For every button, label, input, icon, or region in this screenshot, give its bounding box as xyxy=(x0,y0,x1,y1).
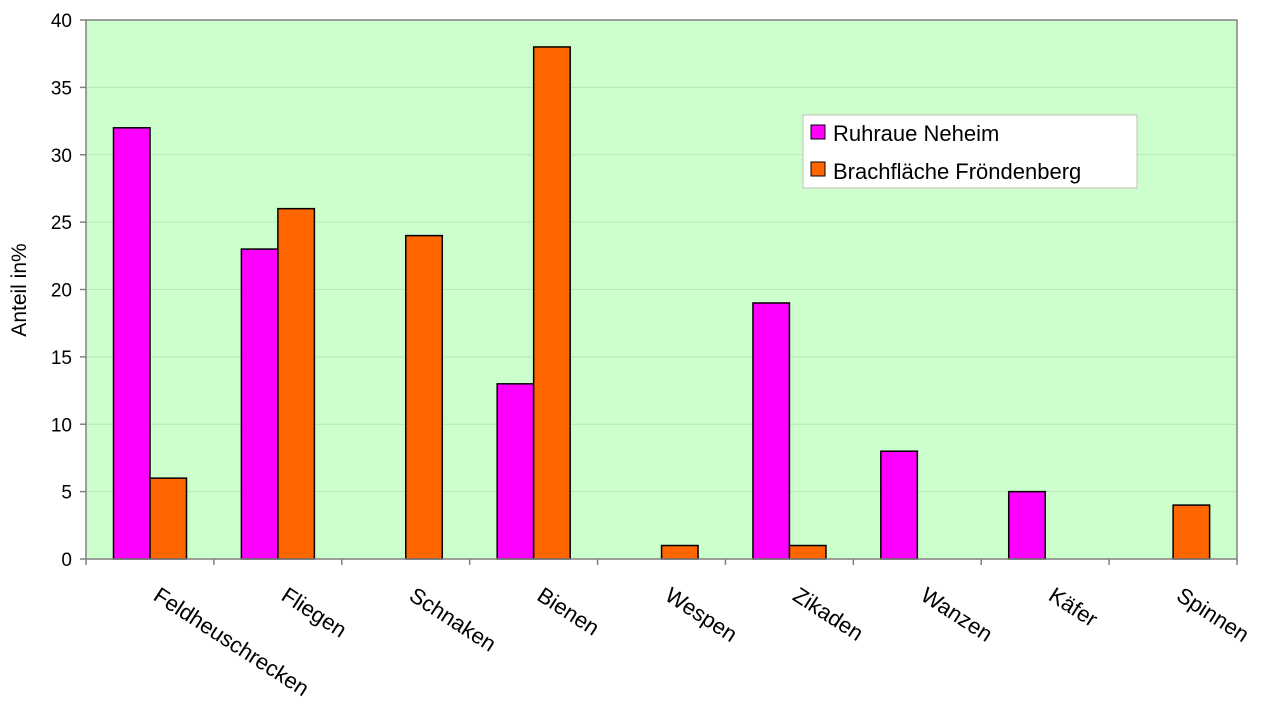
x-tick-label: Spinnen xyxy=(1172,582,1253,647)
plot-border xyxy=(85,19,1238,560)
y-axis-ticks: 0 5 10 15 20 25 30 35 40 xyxy=(51,11,86,571)
x-tick-label: Käfer xyxy=(1044,582,1102,632)
bar xyxy=(660,544,699,560)
bar xyxy=(788,544,827,560)
y-tick-label: 40 xyxy=(51,11,72,32)
bar xyxy=(532,46,571,560)
bars xyxy=(112,46,1211,560)
y-axis-label: Anteil in% xyxy=(8,243,31,336)
legend-label-brachflaeche-froendenberg: Brachfläche Fröndenberg xyxy=(833,159,1081,184)
y-tick-label: 15 xyxy=(51,348,72,369)
y-tick-label: 25 xyxy=(51,213,72,234)
bar xyxy=(277,207,316,560)
bar xyxy=(1007,490,1046,560)
legend-box xyxy=(802,114,1138,189)
bar xyxy=(405,234,444,560)
legend-swatch-ruhraue-neheim xyxy=(810,124,826,140)
bar xyxy=(1172,504,1211,560)
bar xyxy=(240,248,279,560)
x-tick-label: Wespen xyxy=(661,582,742,647)
legend-label-ruhraue-neheim: Ruhraue Neheim xyxy=(833,121,999,146)
x-tick-label: Bienen xyxy=(533,582,604,640)
y-tick-label: 5 xyxy=(61,483,72,504)
x-tick-label: Fliegen xyxy=(277,582,351,642)
bar xyxy=(880,450,919,560)
bar xyxy=(112,127,151,560)
y-tick-label: 0 xyxy=(61,550,72,571)
bar xyxy=(496,383,535,560)
y-tick-label: 10 xyxy=(51,415,72,436)
y-tick-label: 35 xyxy=(51,78,72,99)
legend-swatch-brachflaeche-froendenberg xyxy=(810,161,826,177)
y-tick-label: 20 xyxy=(51,281,72,302)
y-tick-label: 30 xyxy=(51,146,72,167)
x-tick-label: Schnaken xyxy=(405,582,501,656)
bar xyxy=(752,302,791,560)
legend: Ruhraue Neheim Brachfläche Fröndenberg xyxy=(802,114,1138,189)
bar xyxy=(149,477,188,560)
x-tick-label: Zikaden xyxy=(789,582,868,646)
x-tick-label: Wanzen xyxy=(917,582,998,646)
